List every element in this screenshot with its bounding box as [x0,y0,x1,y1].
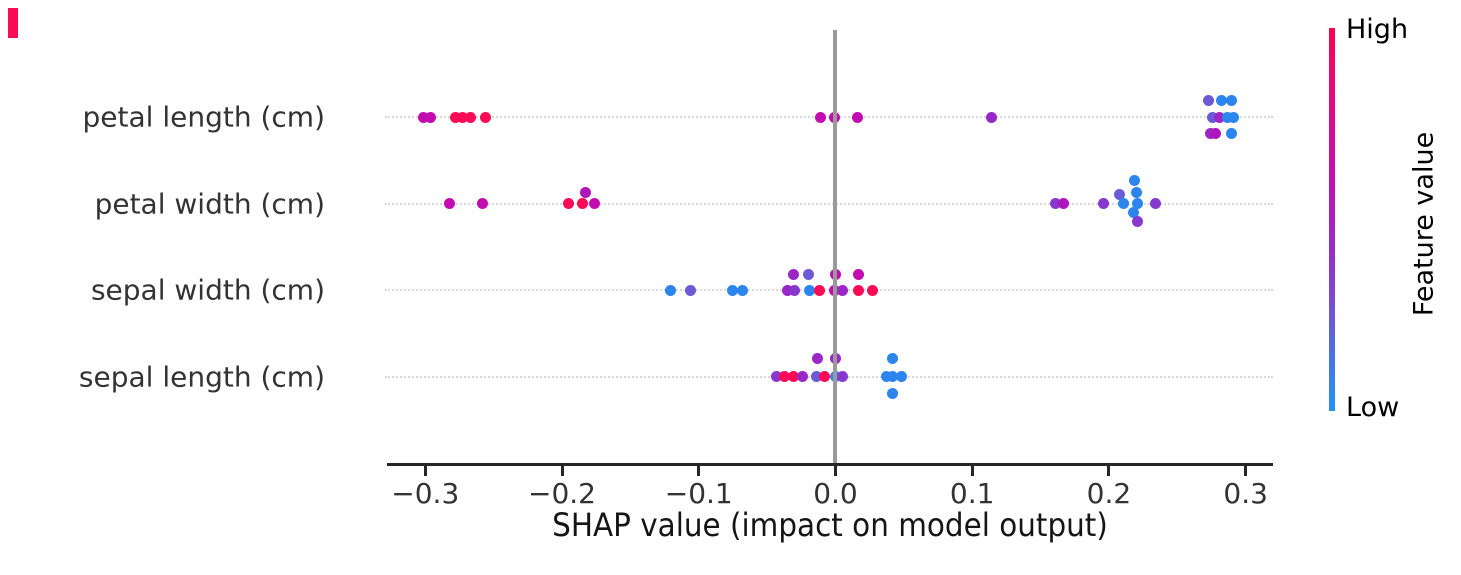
data-point [1226,127,1238,139]
data-point [782,284,794,296]
x-tick-mark [697,466,701,476]
x-axis-spine [387,463,1273,466]
data-point [1207,111,1219,123]
data-point [813,284,825,296]
x-tick-mark [560,466,564,476]
colorbar-axis-label: Feature value [1408,131,1440,317]
data-point [802,268,814,280]
x-tick-mark [1107,466,1111,476]
data-point [477,198,489,209]
y-tick-label: petal width (cm) [94,187,325,220]
data-point [464,111,476,123]
data-point [1118,198,1130,209]
data-point [1132,216,1144,227]
data-point [1227,111,1239,123]
data-point [1129,175,1141,186]
x-tick-label: 0.0 [813,477,858,510]
data-point [779,371,791,382]
x-tick-label: −0.1 [664,477,733,510]
data-point [418,111,430,123]
x-tick-label: 0.2 [1086,477,1132,510]
data-point [449,111,461,123]
x-tick-mark [1244,466,1248,476]
data-point [819,371,831,382]
colorbar-high-label: High [1346,14,1409,45]
data-point [664,284,676,296]
data-point [895,371,907,382]
data-point [771,371,783,382]
data-point [853,284,865,296]
data-point [1226,94,1238,106]
data-point [1130,187,1142,198]
data-point [1214,111,1226,123]
data-point [1097,198,1109,209]
data-point [797,371,809,382]
data-point [851,111,863,123]
data-point [787,268,799,280]
data-point [803,284,815,296]
x-tick-label: −0.3 [391,477,460,510]
data-point [836,284,848,296]
zero-reference-line [833,30,838,463]
colorbar-gradient [1329,28,1335,411]
data-point [1215,94,1227,106]
data-point [887,371,899,382]
x-tick-label: −0.2 [528,477,596,510]
data-point [810,371,822,382]
data-point [479,111,491,123]
data-point [814,111,826,123]
data-point [579,187,591,198]
data-point [1132,198,1144,209]
stray-red-marker [8,8,18,38]
data-point [887,388,899,399]
data-point [736,284,748,296]
data-point [866,284,878,296]
data-point [836,371,848,382]
data-point [444,198,456,209]
x-axis-title: SHAP value (impact on model output) [552,506,1108,544]
x-tick-mark [423,466,427,476]
data-point [788,284,800,296]
data-point [787,371,799,382]
data-point [1058,198,1070,209]
data-point [985,111,997,123]
data-point [563,198,575,209]
y-tick-label: sepal width (cm) [90,273,325,307]
data-point [1203,94,1215,106]
y-tick-label: sepal length (cm) [78,360,325,393]
data-point [853,268,865,280]
data-point [887,353,899,364]
data-point [1210,127,1222,139]
data-point [577,198,589,209]
x-tick-mark [970,466,974,476]
data-point [880,371,892,382]
data-point [685,284,697,296]
data-point [1128,207,1140,218]
colorbar-low-label: Low [1346,392,1400,423]
x-tick-mark [833,466,837,476]
data-point [1149,198,1161,209]
x-tick-label: 0.3 [1223,477,1268,510]
data-point [812,353,824,364]
x-tick-label: 0.1 [949,477,995,510]
data-point [589,198,601,209]
row-guide-line [385,202,1273,205]
data-point [1114,189,1126,200]
data-point [727,284,739,296]
data-point [456,111,468,123]
data-point [1050,198,1062,209]
y-tick-label: petal length (cm) [82,100,325,134]
data-point [425,111,437,123]
